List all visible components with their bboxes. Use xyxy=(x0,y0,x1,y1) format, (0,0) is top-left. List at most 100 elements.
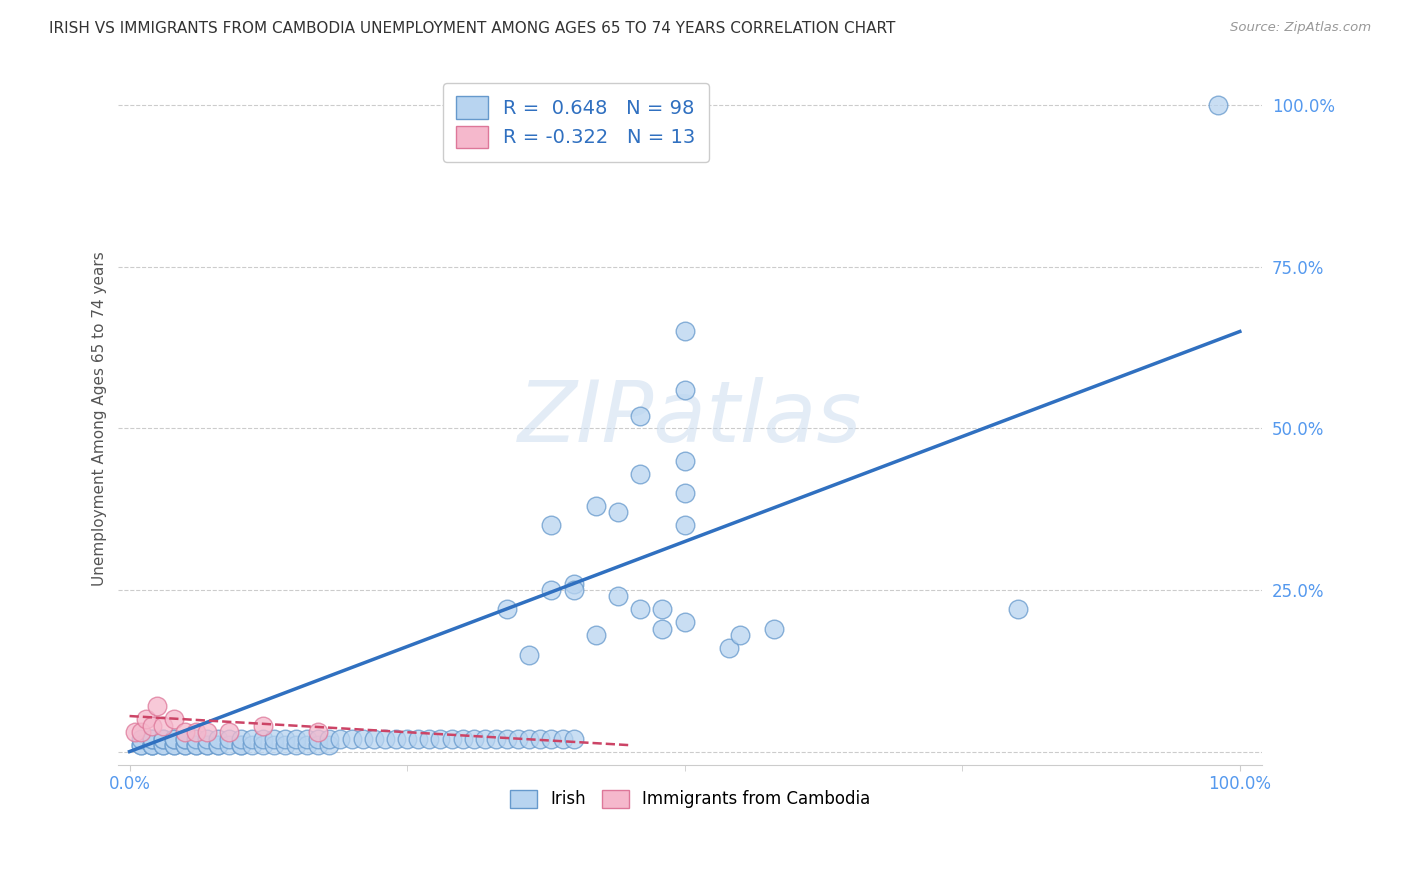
Point xyxy=(263,731,285,746)
Point xyxy=(174,738,197,752)
Point xyxy=(141,738,163,752)
Point xyxy=(508,731,530,746)
Point xyxy=(496,731,519,746)
Point xyxy=(562,582,585,597)
Point xyxy=(673,454,696,468)
Point xyxy=(307,738,329,752)
Point xyxy=(295,738,318,752)
Point xyxy=(263,738,285,752)
Point xyxy=(163,712,186,726)
Point xyxy=(1206,98,1229,112)
Point xyxy=(163,731,186,746)
Point xyxy=(307,731,329,746)
Legend: Irish, Immigrants from Cambodia: Irish, Immigrants from Cambodia xyxy=(503,783,877,815)
Y-axis label: Unemployment Among Ages 65 to 74 years: Unemployment Among Ages 65 to 74 years xyxy=(93,252,107,586)
Point xyxy=(186,738,208,752)
Point xyxy=(673,383,696,397)
Point xyxy=(274,731,297,746)
Point xyxy=(628,602,651,616)
Point xyxy=(307,725,329,739)
Point xyxy=(529,731,551,746)
Point xyxy=(540,582,562,597)
Point xyxy=(318,738,340,752)
Point xyxy=(374,731,396,746)
Point xyxy=(762,622,785,636)
Point xyxy=(540,731,562,746)
Point xyxy=(1007,602,1029,616)
Point xyxy=(141,731,163,746)
Point xyxy=(385,731,408,746)
Text: Source: ZipAtlas.com: Source: ZipAtlas.com xyxy=(1230,21,1371,35)
Point xyxy=(285,738,308,752)
Point xyxy=(129,731,152,746)
Point xyxy=(174,731,197,746)
Point xyxy=(607,506,630,520)
Point xyxy=(363,731,385,746)
Text: ZIPatlas: ZIPatlas xyxy=(519,377,862,460)
Point xyxy=(218,725,240,739)
Point xyxy=(651,602,673,616)
Point xyxy=(152,731,174,746)
Point xyxy=(396,731,419,746)
Point xyxy=(174,738,197,752)
Point xyxy=(218,738,240,752)
Text: IRISH VS IMMIGRANTS FROM CAMBODIA UNEMPLOYMENT AMONG AGES 65 TO 74 YEARS CORRELA: IRISH VS IMMIGRANTS FROM CAMBODIA UNEMPL… xyxy=(49,21,896,37)
Point xyxy=(252,738,274,752)
Point xyxy=(718,641,741,656)
Point xyxy=(252,731,274,746)
Point xyxy=(496,602,519,616)
Point xyxy=(163,738,186,752)
Point xyxy=(274,738,297,752)
Point xyxy=(406,731,429,746)
Point xyxy=(295,731,318,746)
Point xyxy=(141,719,163,733)
Point xyxy=(207,738,229,752)
Point xyxy=(129,725,152,739)
Point xyxy=(152,738,174,752)
Point xyxy=(229,731,252,746)
Point xyxy=(463,731,485,746)
Point xyxy=(485,731,508,746)
Point xyxy=(540,518,562,533)
Point xyxy=(607,590,630,604)
Point xyxy=(340,731,363,746)
Point xyxy=(673,615,696,630)
Point xyxy=(163,738,186,752)
Point xyxy=(174,725,197,739)
Point xyxy=(628,467,651,481)
Point xyxy=(146,699,169,714)
Point xyxy=(562,731,585,746)
Point xyxy=(152,731,174,746)
Point xyxy=(728,628,751,642)
Point xyxy=(329,731,352,746)
Point xyxy=(585,628,607,642)
Point xyxy=(673,518,696,533)
Point xyxy=(352,731,374,746)
Point xyxy=(673,486,696,500)
Point xyxy=(318,731,340,746)
Point xyxy=(218,731,240,746)
Point xyxy=(152,719,174,733)
Point xyxy=(440,731,463,746)
Point xyxy=(229,738,252,752)
Point xyxy=(651,622,673,636)
Point xyxy=(186,725,208,739)
Point xyxy=(285,731,308,746)
Point xyxy=(186,731,208,746)
Point xyxy=(141,738,163,752)
Point xyxy=(163,731,186,746)
Point xyxy=(129,738,152,752)
Point xyxy=(562,576,585,591)
Point xyxy=(141,731,163,746)
Point xyxy=(135,712,157,726)
Point xyxy=(229,738,252,752)
Point xyxy=(207,731,229,746)
Point xyxy=(451,731,474,746)
Point xyxy=(186,738,208,752)
Point xyxy=(195,725,218,739)
Point xyxy=(141,738,163,752)
Point xyxy=(252,719,274,733)
Point xyxy=(240,738,263,752)
Point xyxy=(418,731,440,746)
Point xyxy=(174,731,197,746)
